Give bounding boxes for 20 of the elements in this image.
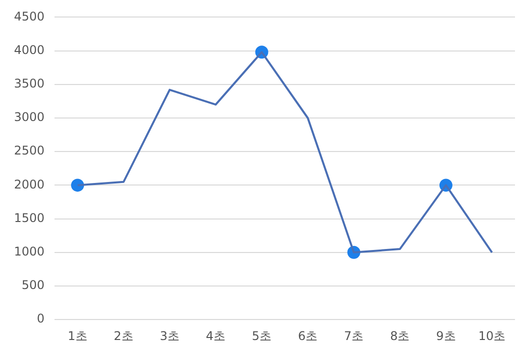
x-tick-label: 7초: [344, 328, 364, 343]
y-tick-label: 3000: [14, 110, 45, 124]
x-tick-label: 1초: [68, 328, 88, 343]
x-tick-label: 5초: [252, 328, 272, 343]
x-tick-label: 2초: [114, 328, 134, 343]
x-tick-label: 6초: [298, 328, 318, 343]
y-tick-label: 1500: [14, 210, 45, 225]
y-tick-label: 2500: [14, 144, 45, 158]
x-tick-label: 9초: [436, 328, 456, 343]
y-tick-label: 4000: [14, 42, 45, 57]
y-tick-label: 3500: [14, 76, 45, 91]
x-tick-label: 8초: [390, 328, 410, 343]
y-tick-label: 500: [22, 278, 45, 292]
x-tick-label: 10초: [478, 328, 506, 343]
y-tick-label: 0: [36, 312, 45, 326]
y-tick-label: 1000: [14, 244, 45, 259]
y-tick-label: 4500: [14, 9, 45, 24]
x-tick-label: 3초: [160, 328, 180, 343]
y-tick-label: 2000: [14, 177, 45, 192]
x-tick-label: 4초: [206, 328, 226, 343]
